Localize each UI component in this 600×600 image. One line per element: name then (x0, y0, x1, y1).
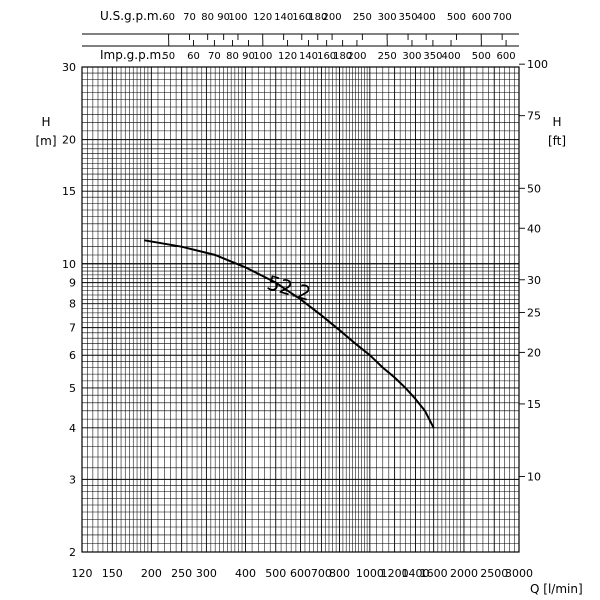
y-right-tick-label: 40 (527, 222, 541, 235)
y-right-tick-label: 100 (527, 58, 548, 71)
y-left-tick-label: 3 (69, 473, 76, 486)
x-tick-label: 500 (265, 567, 286, 580)
top-axis-tick-label: 700 (493, 12, 512, 23)
y-axis-left-label-bottom: [m] (35, 134, 56, 148)
series-layer: 52.2 (144, 240, 433, 428)
y-axis-right-label-bottom: [ft] (548, 134, 566, 148)
top-axis-tick-label: 500 (472, 51, 491, 62)
top-axis-tick-label: 300 (402, 51, 421, 62)
y-left-tick-label: 10 (62, 258, 76, 271)
x-tick-label: 400 (235, 567, 256, 580)
top-axis-tick-label: 60 (187, 51, 200, 62)
top-axis-tick-label: 200 (347, 51, 366, 62)
top-axis-tick-label: 400 (441, 51, 460, 62)
x-tick-label: 1600 (420, 567, 448, 580)
x-tick-label: 3000 (505, 567, 533, 580)
y-axis-right-label-top: H (552, 115, 561, 129)
top-axis-tick-label: 70 (208, 51, 221, 62)
x-tick-label: 150 (102, 567, 123, 580)
top-axis-tick-label: 100 (228, 12, 247, 23)
y-right-tick-label: 15 (527, 398, 541, 411)
x-tick-label: 2000 (450, 567, 478, 580)
x-axis-label: Q [l/min] (530, 582, 583, 596)
y-left-tick-label: 15 (62, 185, 76, 198)
y-left-tick-label: 9 (69, 277, 76, 290)
y-left-tick-label: 2 (69, 546, 76, 559)
y-axis-left-ticks: 2 3 4 5 6 7 8 9 10 15 20 30 (62, 61, 76, 559)
top-axis-tick-label: 60 (162, 12, 175, 23)
top-axis-tick-label: 350 (423, 51, 442, 62)
y-left-tick-label: 4 (69, 422, 76, 435)
x-tick-label: 120 (72, 567, 93, 580)
top-axis-tick-label: 200 (323, 12, 342, 23)
y-left-tick-label: 30 (62, 61, 76, 74)
y-right-tick-label: 75 (527, 110, 541, 123)
x-tick-label: 800 (329, 567, 350, 580)
top-axis-tick-label: 80 (226, 51, 239, 62)
top-axis-tick-label: 600 (497, 51, 516, 62)
top-axis-label-impgpm: Imp.g.p.m. (100, 48, 165, 62)
y-right-tick-label: 10 (527, 471, 541, 484)
top-axis-tick-label: 70 (183, 12, 196, 23)
x-tick-label: 250 (171, 567, 192, 580)
chart-grid (82, 67, 519, 552)
y-right-tick-label: 25 (527, 306, 541, 319)
x-tick-label: 200 (141, 567, 162, 580)
y-axis-left-label-top: H (41, 115, 50, 129)
top-axis-tick-label: 600 (472, 12, 491, 23)
top-axis-tick-label: 140 (274, 12, 293, 23)
top-axis-tick-label: 350 (398, 12, 417, 23)
y-left-tick-label: 7 (69, 322, 76, 335)
y-axis-right-ticks: 10 15 20 25 30 40 50 75 100 (519, 58, 548, 483)
y-left-tick-label: 20 (62, 134, 76, 147)
y-left-tick-label: 5 (69, 382, 76, 395)
y-right-tick-label: 30 (527, 274, 541, 287)
y-right-tick-label: 50 (527, 182, 541, 195)
top-axis-tick-label: 100 (253, 51, 272, 62)
top-axis-tick-label: 400 (417, 12, 436, 23)
top-axis-tick-label: 120 (278, 51, 297, 62)
y-left-tick-label: 8 (69, 298, 76, 311)
y-right-tick-label: 20 (527, 346, 541, 359)
x-tick-label: 600 (290, 567, 311, 580)
top-axis-tick-label: 500 (447, 12, 466, 23)
series-label: 52.2 (264, 270, 313, 305)
top-axis-tick-label: 300 (378, 12, 397, 23)
x-tick-label: 300 (196, 567, 217, 580)
top-axis-tick-label: 140 (299, 51, 318, 62)
series-line (144, 240, 433, 428)
top-axis-tick-label: 250 (378, 51, 397, 62)
top-axis-tick-label: 80 (201, 12, 214, 23)
y-left-tick-label: 6 (69, 349, 76, 362)
top-axis-label-usgpm: U.S.g.p.m. (100, 9, 162, 23)
top-axis-tick-label: 120 (253, 12, 272, 23)
top-axis-tick-label: 250 (353, 12, 372, 23)
